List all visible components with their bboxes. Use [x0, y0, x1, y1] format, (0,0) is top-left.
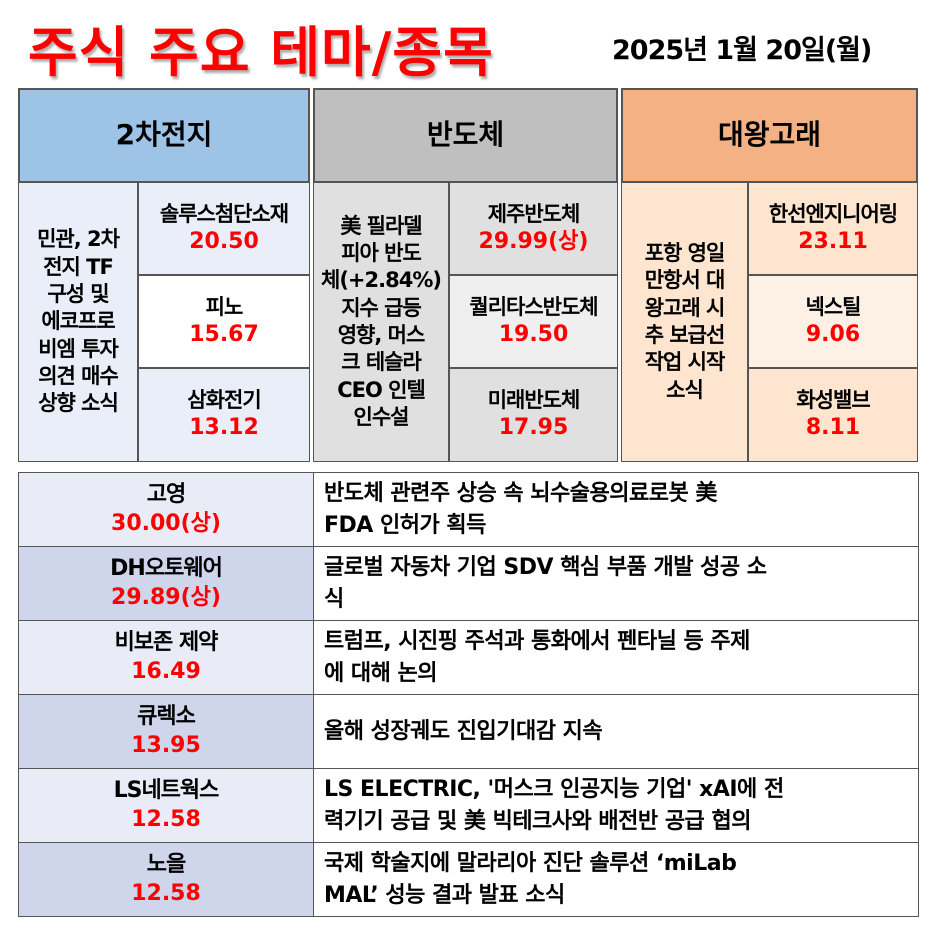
reason-line: 만항서 대: [644, 268, 726, 293]
theme-stock[interactable]: 한선엔지니어링 23.11: [748, 182, 918, 275]
stock-row-name[interactable]: DH오토웨어 29.89(상): [18, 546, 314, 621]
news-line: FDA 인허가 획득: [324, 512, 486, 538]
news-line: 에 대해 논의: [324, 660, 438, 686]
stock-change: 13.12: [189, 415, 259, 441]
theme-stock[interactable]: 제주반도체 29.99(상): [449, 182, 618, 275]
news-line: LS ELECTRIC, '머스크 인공지능 기업' xAI에 전: [324, 776, 784, 802]
stock-name: 솔루스첨단소재: [159, 201, 289, 226]
reason-line: 체(+2.84%): [321, 268, 442, 293]
stock-row-name[interactable]: 노을 12.58: [18, 842, 314, 917]
stock-change: 15.67: [189, 321, 259, 347]
stock-change: 29.99(상): [478, 228, 589, 254]
reason-line: 비엠 투자: [38, 336, 119, 361]
reason-line: CEO 인텔: [337, 377, 426, 402]
news-line: 국제 학술지에 말라리아 진단 솔루션 ‘miLab: [324, 850, 737, 876]
page-title: 주식 주요 테마/종목: [28, 21, 494, 84]
stock-change: 12.58: [131, 880, 201, 906]
stock-name: 제주반도체: [487, 201, 581, 226]
stock-change: 16.49: [131, 658, 201, 684]
stock-change: 12.58: [131, 806, 201, 832]
theme-name: 반도체: [426, 118, 505, 152]
reason-line: 전지 TF: [43, 254, 114, 279]
reason-line: 추 보급선: [644, 323, 726, 347]
news-line: 올해 성장궤도 진입기대감 지속: [324, 718, 603, 744]
news-line: 식: [324, 586, 344, 612]
stock-name: 화성밸브: [796, 388, 870, 413]
stock-name: 넥스틸: [805, 294, 862, 319]
theme-stock[interactable]: 화성밸브 8.11: [748, 368, 918, 462]
stock-name: 삼화전기: [187, 388, 261, 413]
stock-news: 올해 성장궤도 진입기대감 지속: [313, 694, 919, 769]
reason-line: 의견 매수: [38, 363, 119, 388]
stock-news: 반도체 관련주 상승 속 뇌수술용의료로봇 美 FDA 인허가 획득: [313, 472, 919, 547]
theme-name: 2차전지: [115, 118, 213, 152]
stock-change: 29.89(상): [111, 584, 221, 610]
reason-line: 포항 영일: [644, 241, 726, 266]
reason-line: 美 필라델: [340, 213, 422, 238]
stock-name: 노을: [146, 851, 186, 877]
stock-name: 큐렉소: [137, 703, 196, 729]
stock-row-name[interactable]: 비보존 제약 16.49: [18, 620, 314, 695]
stock-change: 19.50: [498, 321, 569, 347]
reason-line: 상향 소식: [38, 391, 119, 416]
news-line: 글로벌 자동차 기업 SDV 핵심 부품 개발 성공 소: [324, 554, 767, 580]
news-line: 트럼프, 시진핑 주석과 통화에서 펜타닐 등 주제: [324, 628, 750, 654]
stock-news: 국제 학술지에 말라리아 진단 솔루션 ‘miLab MAL’ 성능 결과 발표 …: [313, 842, 919, 917]
theme-header: 반도체: [313, 88, 618, 183]
theme-stock[interactable]: 퀄리타스반도체 19.50: [449, 275, 618, 368]
date-label: 2025년 1월 20일(월): [612, 35, 872, 66]
stock-name: 고영: [146, 481, 186, 507]
stock-row-name[interactable]: 큐렉소 13.95: [18, 694, 314, 769]
stock-name: LS네트웍스: [113, 777, 220, 803]
reason-line: 지수 급등: [341, 295, 422, 320]
stock-name: 미래반도체: [487, 388, 581, 413]
stock-change: 30.00(상): [111, 510, 221, 536]
stock-change: 23.11: [798, 228, 868, 254]
reason-line: 민관, 2차: [37, 227, 120, 252]
reason-line: 소식: [666, 377, 704, 402]
news-line: MAL’ 성능 결과 발표 소식: [324, 882, 565, 908]
reason-line: 크 테슬라: [341, 350, 422, 375]
news-line: 력기기 공급 및 美 빅테크사와 배전반 공급 협의: [324, 808, 751, 834]
stock-row-name[interactable]: 고영 30.00(상): [18, 472, 314, 547]
theme-stock[interactable]: 미래반도체 17.95: [449, 368, 618, 462]
news-line: 반도체 관련주 상승 속 뇌수술용의료로봇 美: [324, 480, 717, 506]
stock-change: 20.50: [189, 228, 259, 254]
stock-row-name[interactable]: LS네트웍스 12.58: [18, 768, 314, 843]
reason-line: 구성 및: [47, 282, 109, 307]
theme-header: 2차전지: [18, 88, 310, 183]
stock-change: 9.06: [805, 321, 861, 347]
theme-stock[interactable]: 넥스틸 9.06: [748, 275, 918, 368]
reason-line: 작업 시작: [644, 350, 726, 375]
stock-change: 17.95: [498, 415, 569, 441]
theme-header: 대왕고래: [621, 88, 918, 183]
reason-line: 인수설: [353, 404, 410, 429]
theme-stock[interactable]: 솔루스첨단소재 20.50: [138, 182, 310, 275]
theme-name: 대왕고래: [717, 118, 822, 152]
reason-line: 피아 반도: [341, 241, 422, 266]
theme-stock[interactable]: 피노 15.67: [138, 275, 310, 368]
stock-change: 8.11: [805, 415, 861, 441]
theme-stock[interactable]: 삼화전기 13.12: [138, 368, 310, 462]
reason-line: 왕고래 시: [644, 295, 726, 320]
stock-name: 피노: [205, 294, 244, 319]
stock-name: 한선엔지니어링: [768, 201, 898, 226]
stock-name: 비보존 제약: [114, 629, 219, 655]
reason-line: 영향, 머스: [337, 323, 426, 347]
stock-name: 퀄리타스반도체: [469, 294, 598, 319]
reason-line: 에코프로: [41, 309, 115, 334]
stock-name: DH오토웨어: [110, 555, 223, 581]
stock-change: 13.95: [131, 732, 201, 758]
